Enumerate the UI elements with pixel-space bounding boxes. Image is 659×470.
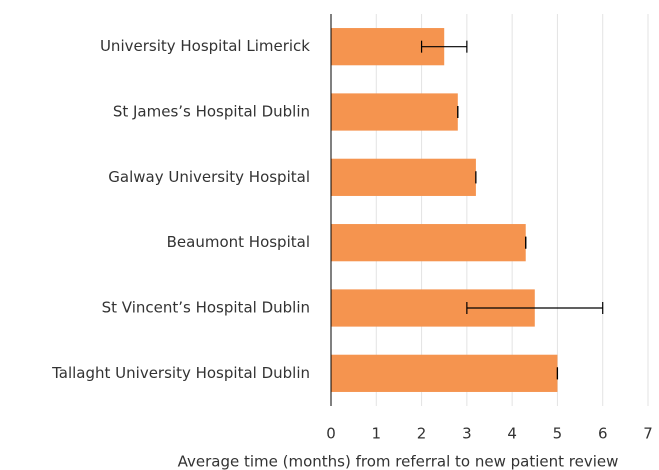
x-tick-label: 2: [417, 425, 427, 443]
y-tick-label: St James’s Hospital Dublin: [113, 103, 310, 121]
x-tick-label: 4: [507, 425, 517, 443]
bar: [331, 93, 458, 131]
x-tick-label: 7: [643, 425, 653, 443]
bar: [331, 224, 526, 262]
error-bar: [420, 40, 468, 53]
x-axis-label: Average time (months) from referral to n…: [178, 453, 619, 470]
x-tick-label: 0: [326, 425, 336, 443]
x-tick-label: 5: [553, 425, 563, 443]
bar: [331, 354, 558, 392]
y-tick-label: St Vincent’s Hospital Dublin: [102, 299, 310, 317]
error-bar: [466, 302, 604, 314]
y-tick-label: Galway University Hospital: [108, 168, 310, 186]
y-tick-label: Beaumont Hospital: [167, 233, 310, 251]
y-tick-label: University Hospital Limerick: [100, 37, 310, 55]
x-tick-label: 6: [598, 425, 608, 443]
x-tick-label: 3: [462, 425, 472, 443]
bar: [331, 158, 476, 196]
x-tick-label: 1: [372, 425, 382, 443]
y-tick-label: Tallaght University Hospital Dublin: [51, 364, 310, 382]
